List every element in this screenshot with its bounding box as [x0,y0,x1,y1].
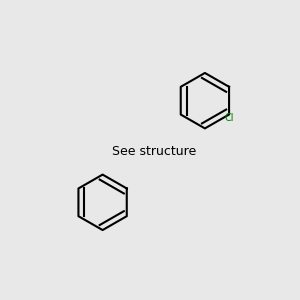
Text: See structure: See structure [112,145,196,158]
Text: Cl: Cl [224,113,234,124]
